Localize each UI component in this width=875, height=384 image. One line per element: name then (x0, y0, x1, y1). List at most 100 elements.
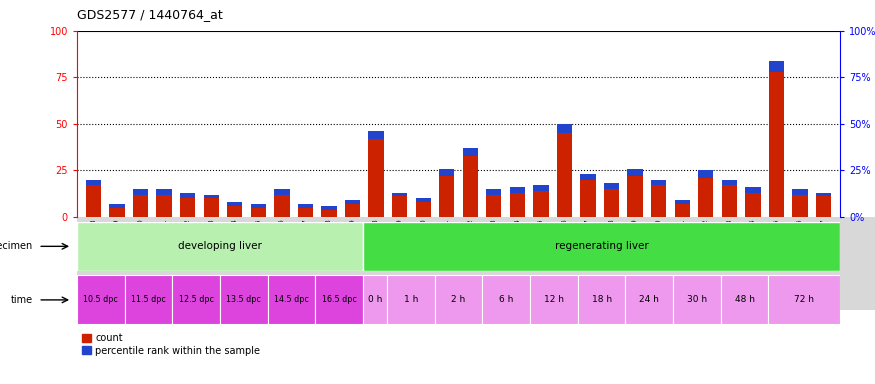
Bar (321, 206, 337, 217)
Bar (392, 193, 407, 197)
Bar (133, 189, 148, 217)
Text: specimen: specimen (0, 241, 33, 252)
Bar (204, 195, 219, 199)
Bar (604, 184, 620, 189)
Bar (793, 189, 808, 195)
Bar (510, 187, 525, 193)
Bar (363, 222, 840, 271)
Bar (510, 187, 525, 217)
Bar (673, 275, 721, 324)
Bar (345, 200, 360, 204)
Bar (580, 174, 596, 180)
Bar (675, 200, 690, 217)
Bar (345, 200, 360, 217)
Bar (675, 200, 690, 204)
Bar (77, 217, 875, 310)
Text: 13.5 dpc: 13.5 dpc (227, 295, 262, 305)
Bar (533, 185, 549, 217)
Bar (769, 61, 784, 72)
Text: 2 h: 2 h (452, 295, 466, 305)
Bar (157, 189, 172, 217)
Bar (274, 189, 290, 195)
Bar (487, 189, 501, 195)
Bar (651, 180, 667, 185)
Bar (533, 185, 549, 191)
Bar (268, 275, 316, 324)
Bar (769, 61, 784, 217)
Text: 14.5 dpc: 14.5 dpc (274, 295, 309, 305)
Bar (86, 180, 102, 185)
Bar (204, 195, 219, 217)
Bar (321, 206, 337, 210)
Bar (627, 169, 643, 176)
Text: time: time (11, 295, 33, 305)
Bar (416, 199, 430, 217)
Bar (604, 184, 620, 217)
Bar (439, 169, 454, 217)
Bar (435, 275, 482, 324)
Bar (487, 189, 501, 217)
Text: 0 h: 0 h (368, 295, 382, 305)
Text: developing liver: developing liver (178, 241, 262, 252)
Bar (816, 193, 831, 217)
Bar (368, 131, 384, 217)
Bar (578, 275, 626, 324)
Text: 30 h: 30 h (687, 295, 707, 305)
Bar (250, 204, 266, 217)
Bar (157, 189, 172, 195)
Bar (698, 170, 713, 217)
Bar (416, 199, 430, 202)
Bar (530, 275, 578, 324)
Text: 24 h: 24 h (640, 295, 659, 305)
Bar (626, 275, 673, 324)
Bar (228, 202, 242, 206)
Bar (125, 275, 172, 324)
Text: 12.5 dpc: 12.5 dpc (178, 295, 214, 305)
Bar (721, 275, 768, 324)
Text: 10.5 dpc: 10.5 dpc (83, 295, 118, 305)
Bar (77, 222, 363, 271)
Bar (722, 180, 737, 185)
Text: 72 h: 72 h (794, 295, 815, 305)
Bar (793, 189, 808, 217)
Bar (363, 275, 387, 324)
Bar (274, 189, 290, 217)
Text: 1 h: 1 h (403, 295, 418, 305)
Bar (387, 275, 435, 324)
Bar (627, 169, 643, 217)
Text: 16.5 dpc: 16.5 dpc (322, 295, 357, 305)
Bar (768, 275, 840, 324)
Bar (392, 193, 407, 217)
Bar (172, 275, 220, 324)
Bar (109, 204, 125, 217)
Bar (316, 275, 363, 324)
Bar (463, 148, 478, 156)
Bar (86, 180, 102, 217)
Bar (220, 275, 268, 324)
Bar (368, 131, 384, 139)
Text: 48 h: 48 h (735, 295, 754, 305)
Bar (228, 202, 242, 217)
Bar (651, 180, 667, 217)
Text: 18 h: 18 h (592, 295, 612, 305)
Bar (180, 193, 195, 199)
Bar (722, 180, 737, 217)
Bar (698, 170, 713, 178)
Bar (109, 204, 125, 208)
Bar (482, 275, 530, 324)
Bar (77, 275, 125, 324)
Text: 11.5 dpc: 11.5 dpc (131, 295, 166, 305)
Bar (580, 174, 596, 217)
Text: GDS2577 / 1440764_at: GDS2577 / 1440764_at (77, 8, 223, 21)
Bar (556, 124, 572, 217)
Text: regenerating liver: regenerating liver (555, 241, 648, 252)
Text: 6 h: 6 h (499, 295, 514, 305)
Legend: count, percentile rank within the sample: count, percentile rank within the sample (82, 333, 261, 356)
Bar (816, 193, 831, 197)
Bar (298, 204, 313, 208)
Bar (746, 187, 760, 217)
Text: 12 h: 12 h (544, 295, 564, 305)
Bar (463, 148, 478, 217)
Bar (556, 124, 572, 133)
Bar (439, 169, 454, 176)
